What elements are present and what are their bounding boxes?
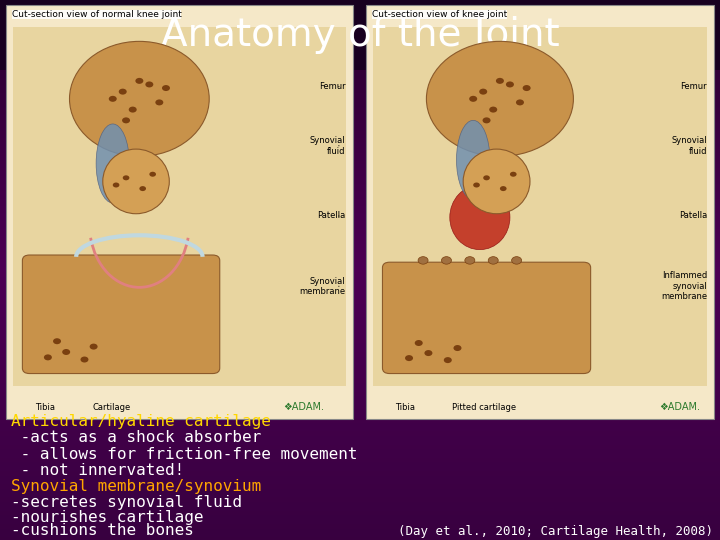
Circle shape: [523, 85, 531, 91]
Circle shape: [62, 349, 70, 355]
Ellipse shape: [103, 149, 169, 214]
Bar: [0, 0, 720, 70]
Text: Patella: Patella: [318, 212, 346, 220]
Circle shape: [119, 89, 127, 94]
Text: Femur: Femur: [680, 82, 707, 91]
Circle shape: [454, 345, 462, 351]
Circle shape: [480, 89, 487, 94]
Circle shape: [489, 106, 498, 113]
Circle shape: [415, 340, 423, 346]
Circle shape: [81, 356, 89, 362]
Circle shape: [473, 183, 480, 187]
Circle shape: [156, 99, 163, 105]
Circle shape: [162, 85, 170, 91]
Circle shape: [488, 256, 498, 264]
Text: -cushions the bones: -cushions the bones: [11, 523, 194, 538]
Text: Femur: Femur: [319, 82, 346, 91]
Text: Articular/hyaline cartilage: Articular/hyaline cartilage: [11, 414, 271, 429]
Text: Cartilage: Cartilage: [92, 403, 130, 412]
Text: Tibia: Tibia: [395, 403, 415, 412]
Circle shape: [122, 117, 130, 123]
FancyBboxPatch shape: [382, 262, 590, 374]
Circle shape: [122, 176, 130, 180]
Circle shape: [516, 99, 524, 105]
Circle shape: [512, 256, 521, 264]
Text: Patella: Patella: [679, 212, 707, 220]
Text: Tibia: Tibia: [35, 403, 55, 412]
Circle shape: [53, 338, 61, 344]
Text: Cut-section view of knee joint: Cut-section view of knee joint: [372, 10, 507, 19]
Circle shape: [469, 96, 477, 102]
Text: Pitted cartilage: Pitted cartilage: [452, 403, 516, 412]
Circle shape: [483, 176, 490, 180]
Text: (Day et al., 2010; Cartilage Health, 2008): (Day et al., 2010; Cartilage Health, 200…: [397, 525, 713, 538]
Text: Inflammed
synovial
membrane: Inflammed synovial membrane: [661, 271, 707, 301]
Bar: [366, 5, 714, 418]
Text: ❖ADAM.: ❖ADAM.: [283, 402, 324, 412]
Circle shape: [510, 172, 517, 177]
Circle shape: [145, 82, 153, 87]
Ellipse shape: [426, 42, 573, 156]
Circle shape: [89, 343, 98, 349]
Bar: [6, 5, 353, 418]
Ellipse shape: [456, 120, 490, 199]
Circle shape: [418, 256, 428, 264]
Circle shape: [441, 256, 451, 264]
Text: Cut-section view of normal knee joint: Cut-section view of normal knee joint: [12, 10, 181, 19]
Bar: [13, 27, 346, 386]
Ellipse shape: [463, 149, 530, 214]
Circle shape: [424, 350, 433, 356]
Circle shape: [149, 172, 156, 177]
Circle shape: [405, 355, 413, 361]
Text: Synovial
fluid: Synovial fluid: [310, 136, 346, 156]
Ellipse shape: [70, 42, 210, 156]
Bar: [373, 27, 707, 386]
Text: -secretes synovial fluid: -secretes synovial fluid: [11, 495, 242, 510]
Text: Synovial membrane/synovium: Synovial membrane/synovium: [11, 479, 261, 494]
Text: -acts as a shock absorber: -acts as a shock absorber: [11, 430, 261, 445]
Circle shape: [109, 96, 117, 102]
Text: - not innervated!: - not innervated!: [11, 463, 184, 478]
Circle shape: [496, 78, 504, 84]
Text: ❖ADAM.: ❖ADAM.: [659, 402, 700, 412]
Circle shape: [129, 106, 137, 112]
Text: Synovial
membrane: Synovial membrane: [300, 276, 346, 296]
Text: -nourishes cartilage: -nourishes cartilage: [11, 510, 203, 525]
Circle shape: [113, 183, 120, 187]
Circle shape: [444, 357, 452, 363]
Circle shape: [506, 82, 514, 87]
Circle shape: [500, 186, 507, 191]
Text: Anatomy of the Joint: Anatomy of the Joint: [161, 16, 559, 54]
Circle shape: [44, 354, 52, 360]
Circle shape: [140, 186, 146, 191]
Circle shape: [465, 256, 475, 264]
Circle shape: [135, 78, 143, 84]
FancyBboxPatch shape: [22, 255, 220, 374]
Text: Synovial
fluid: Synovial fluid: [672, 136, 707, 156]
Ellipse shape: [96, 124, 130, 203]
Ellipse shape: [450, 185, 510, 249]
Circle shape: [482, 117, 490, 123]
Text: - allows for friction-free movement: - allows for friction-free movement: [11, 447, 357, 462]
